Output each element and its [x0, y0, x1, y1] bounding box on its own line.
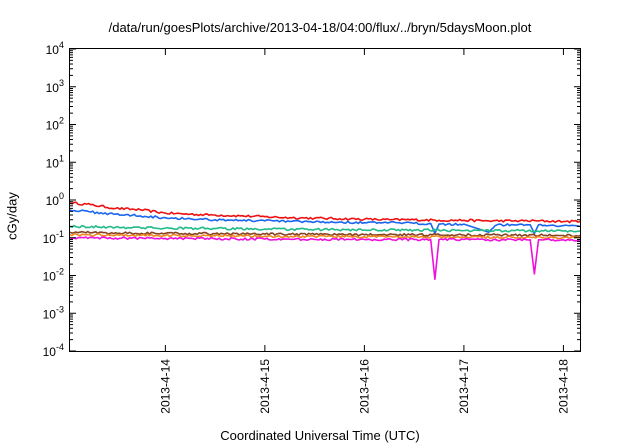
y-tick-label: 104	[46, 40, 64, 57]
y-axis-label: cGy/day	[4, 192, 20, 240]
x-tick-label: 2013-4-16	[357, 359, 371, 414]
y-tick-label: 101	[46, 153, 64, 170]
y-tick-label: 10-1	[43, 229, 64, 246]
y-tick-label: 103	[46, 78, 64, 95]
x-tick-label: 2013-4-14	[158, 359, 172, 414]
series-line-5	[69, 233, 581, 240]
y-axis-ticks: 10-4 10-3 10-2 10-1 100 101 102 103 104	[43, 40, 580, 359]
series-line-3	[69, 224, 581, 233]
x-axis-ticks: 2013-4-14 2013-4-15 2013-4-16 2013-4-17 2013…	[158, 49, 570, 414]
x-tick-label: 2013-4-18	[556, 359, 570, 414]
x-tick-label: 2013-4-17	[457, 359, 471, 414]
chart-title: /data/run/goesPlots/archive/2013-04-18/0…	[108, 20, 532, 35]
series-line-4	[69, 230, 581, 238]
x-tick-label: 2013-4-15	[258, 359, 272, 414]
y-tick-label: 100	[46, 191, 64, 208]
series-line-1	[69, 201, 581, 224]
series-lines	[69, 201, 581, 281]
y-tick-label: 10-2	[43, 267, 64, 284]
plot-frame	[69, 48, 581, 352]
series-line-2	[69, 209, 581, 235]
series-line-6	[69, 236, 581, 281]
y-tick-label: 10-4	[43, 342, 64, 359]
x-axis-label: Coordinated Universal Time (UTC)	[220, 428, 420, 443]
y-tick-label: 102	[46, 116, 64, 133]
y-tick-label: 10-3	[43, 304, 64, 321]
